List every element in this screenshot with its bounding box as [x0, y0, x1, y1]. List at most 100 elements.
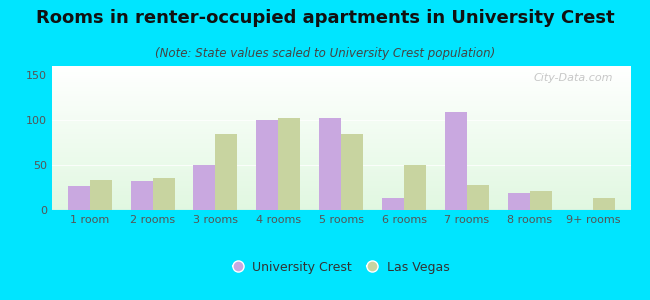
Bar: [52, 95, 630, 96]
Bar: [52, 81, 630, 82]
Bar: [52, 112, 630, 113]
Bar: [52, 172, 630, 173]
Bar: [52, 114, 630, 115]
Bar: [52, 111, 630, 112]
Bar: [52, 204, 630, 205]
Bar: [52, 174, 630, 175]
Bar: [52, 86, 630, 87]
Bar: [508, 193, 530, 210]
Bar: [52, 146, 630, 147]
Bar: [52, 91, 630, 92]
Bar: [52, 161, 630, 162]
Bar: [52, 113, 630, 114]
Bar: [52, 154, 630, 155]
Bar: [52, 77, 630, 78]
Bar: [52, 201, 630, 202]
Bar: [52, 159, 630, 160]
Bar: [52, 178, 630, 179]
Bar: [52, 167, 630, 168]
Bar: [52, 132, 630, 133]
Bar: [52, 158, 630, 159]
Bar: [52, 72, 630, 73]
Bar: [52, 157, 630, 158]
Bar: [52, 105, 630, 106]
Bar: [52, 110, 630, 111]
Bar: [52, 198, 630, 199]
Bar: [52, 84, 630, 85]
Text: Rooms in renter-occupied apartments in University Crest: Rooms in renter-occupied apartments in U…: [36, 9, 614, 27]
Bar: [153, 178, 175, 210]
Bar: [52, 133, 630, 134]
Bar: [52, 123, 630, 124]
Bar: [52, 68, 630, 69]
Bar: [52, 104, 630, 105]
Bar: [52, 175, 630, 176]
Bar: [52, 130, 630, 131]
Bar: [52, 78, 630, 79]
Bar: [52, 136, 630, 137]
Bar: [52, 166, 630, 167]
Bar: [52, 75, 630, 76]
Bar: [52, 195, 630, 196]
Bar: [52, 88, 630, 89]
Bar: [52, 181, 630, 182]
Bar: [52, 207, 630, 208]
Bar: [593, 198, 615, 210]
Bar: [52, 189, 630, 190]
Bar: [52, 135, 630, 136]
Bar: [467, 185, 489, 210]
Bar: [52, 184, 630, 185]
Bar: [52, 193, 630, 194]
Bar: [52, 67, 630, 68]
Bar: [52, 196, 630, 197]
Legend: University Crest, Las Vegas: University Crest, Las Vegas: [227, 256, 455, 279]
Bar: [52, 162, 630, 163]
Bar: [52, 151, 630, 152]
Bar: [52, 129, 630, 130]
Bar: [52, 182, 630, 183]
Bar: [52, 169, 630, 170]
Bar: [52, 179, 630, 180]
Bar: [52, 66, 630, 67]
Bar: [52, 76, 630, 77]
Bar: [52, 183, 630, 184]
Bar: [52, 141, 630, 142]
Bar: [52, 209, 630, 210]
Bar: [52, 108, 630, 109]
Bar: [52, 163, 630, 164]
Bar: [52, 164, 630, 165]
Bar: [52, 122, 630, 123]
Bar: [256, 120, 278, 210]
Bar: [52, 71, 630, 72]
Bar: [52, 96, 630, 97]
Bar: [52, 192, 630, 193]
Bar: [52, 107, 630, 108]
Bar: [52, 190, 630, 191]
Bar: [52, 115, 630, 116]
Bar: [52, 185, 630, 186]
Bar: [52, 152, 630, 153]
Bar: [52, 139, 630, 140]
Bar: [52, 70, 630, 71]
Bar: [52, 116, 630, 117]
Bar: [52, 153, 630, 154]
Bar: [52, 131, 630, 132]
Bar: [52, 199, 630, 200]
Bar: [52, 165, 630, 166]
Bar: [52, 202, 630, 203]
Bar: [52, 87, 630, 88]
Bar: [52, 160, 630, 161]
Bar: [52, 101, 630, 102]
Bar: [52, 99, 630, 100]
Bar: [52, 128, 630, 129]
Bar: [52, 121, 630, 122]
Bar: [319, 118, 341, 210]
Bar: [52, 194, 630, 195]
Bar: [52, 79, 630, 80]
Bar: [52, 119, 630, 120]
Bar: [131, 181, 153, 210]
Bar: [52, 134, 630, 135]
Bar: [52, 102, 630, 103]
Bar: [278, 118, 300, 210]
Bar: [52, 89, 630, 90]
